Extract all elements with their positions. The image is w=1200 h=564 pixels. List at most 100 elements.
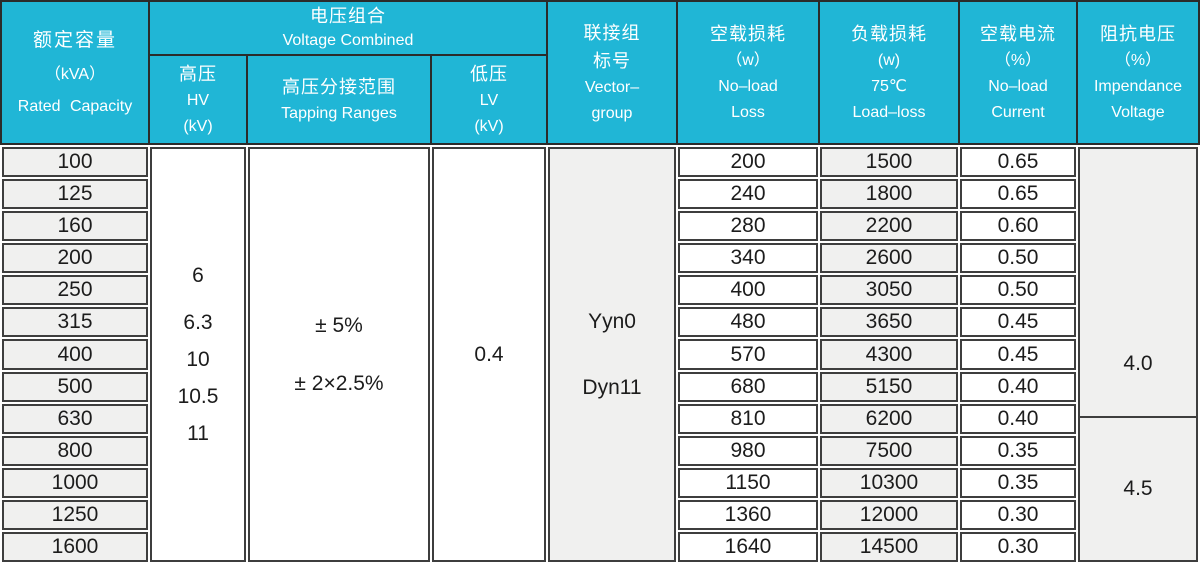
load-loss-zh: 负载损耗 [851, 23, 927, 44]
header-impedance-voltage: 阻抗电压 （%） Impendance Voltage [1078, 2, 1198, 143]
lv-value-cell: 0.4 [432, 147, 546, 562]
load-loss-cell: 12000 [820, 499, 958, 530]
load-loss-cell: 6200 [820, 403, 958, 434]
no-load-loss-cell: 400 [678, 275, 818, 306]
vector-value: Dyn11 [582, 375, 642, 399]
capacity-cell: 800 [2, 435, 148, 466]
header-tapping: 高压分接范围 Tapping Ranges [248, 56, 430, 143]
load-loss-en: Load–loss [852, 103, 926, 121]
no-load-current-cell: 0.60 [960, 211, 1076, 242]
no-load-current-en1: No–load [988, 77, 1048, 95]
rated-capacity-zh: 额定容量 [32, 29, 117, 51]
no-load-current-cell: 0.30 [960, 531, 1076, 563]
no-load-loss-cell: 1640 [678, 531, 818, 563]
no-load-loss-unit: （w） [726, 51, 770, 69]
load-loss-cell: 1500 [820, 147, 958, 178]
impedance-value-cell: 4.5 [1078, 418, 1198, 562]
capacity-cell: 160 [2, 211, 148, 242]
no-load-loss-cell: 1360 [678, 499, 818, 530]
no-load-loss-en2: Loss [731, 103, 765, 121]
header-lv: 低压 LV (kV) [432, 56, 546, 143]
header-hv: 高压 HV (kV) [150, 56, 246, 143]
column-lv: 0.4 [432, 147, 546, 562]
impedance-unit: （%） [1114, 51, 1162, 69]
capacity-cell: 630 [2, 403, 148, 434]
no-load-loss-cell: 810 [678, 403, 818, 434]
vector-values-cell: Yyn0 Dyn11 [548, 147, 676, 562]
no-load-current-cell: 0.35 [960, 467, 1076, 498]
capacity-cell: 400 [2, 339, 148, 370]
no-load-loss-cell: 200 [678, 147, 818, 178]
table-header: 额定容量 （kVA） Rated Capacity 电压组合 Voltage C… [0, 0, 1200, 145]
column-vector-group: Yyn0 Dyn11 [548, 147, 676, 562]
no-load-loss-cell: 340 [678, 243, 818, 274]
no-load-current-en2: Current [991, 103, 1045, 121]
rated-capacity-unit: （kVA） [44, 65, 106, 83]
load-loss-cell: 2600 [820, 243, 958, 274]
load-loss-unit: (w) [877, 51, 901, 69]
column-rated-capacity: 100 125 160 200 250 315 400 500 630 800 1000 1250 16… [2, 147, 148, 563]
load-loss-cell: 3650 [820, 307, 958, 338]
load-loss-temp: 75℃ [871, 77, 907, 95]
tapping-value: ± 5% [315, 313, 363, 337]
tapping-en: Tapping Ranges [281, 104, 397, 122]
hv-value: 6 [192, 264, 204, 287]
no-load-loss-cell: 570 [678, 339, 818, 370]
hv-values-cell: 6 6.3 10 10.5 11 [150, 147, 246, 562]
hv-value: 6.3 [183, 311, 213, 334]
header-rated-capacity: 额定容量 （kVA） Rated Capacity [2, 2, 148, 143]
column-impedance-voltage: 4.0 4.5 [1078, 147, 1198, 562]
no-load-loss-en1: No–load [718, 77, 778, 95]
column-hv: 6 6.3 10 10.5 11 [150, 147, 246, 562]
no-load-current-cell: 0.35 [960, 435, 1076, 466]
impedance-en2: Voltage [1111, 103, 1165, 121]
table-body: 100 125 160 200 250 315 400 500 630 800 1000 1250 16… [0, 145, 1200, 564]
no-load-current-cell: 0.45 [960, 307, 1076, 338]
load-loss-cell: 5150 [820, 371, 958, 402]
lv-zh: 低压 [470, 63, 508, 84]
vector-en1: Vector– [584, 78, 640, 96]
no-load-loss-cell: 1150 [678, 467, 818, 498]
hv-zh: 高压 [179, 63, 217, 84]
capacity-cell: 1250 [2, 499, 148, 530]
rated-capacity-en: Rated Capacity [17, 97, 133, 115]
no-load-loss-cell: 680 [678, 371, 818, 402]
header-voltage-combined-group: 电压组合 Voltage Combined 高压 HV (kV) 高压分接范围 … [150, 2, 546, 143]
vector-zh2: 标号 [593, 50, 631, 71]
no-load-loss-cell: 240 [678, 179, 818, 210]
column-load-loss: 1500 1800 2200 2600 3050 3650 4300 5150 6200 7500… [820, 147, 958, 563]
no-load-current-cell: 0.65 [960, 179, 1076, 210]
capacity-cell: 1600 [2, 531, 148, 563]
impedance-en1: Impendance [1093, 77, 1183, 95]
load-loss-cell: 3050 [820, 275, 958, 306]
no-load-loss-cell: 980 [678, 435, 818, 466]
lv-unit: (kV) [474, 117, 504, 135]
no-load-loss-zh: 空载损耗 [710, 23, 786, 44]
capacity-cell: 315 [2, 307, 148, 338]
load-loss-cell: 7500 [820, 435, 958, 466]
header-no-load-current: 空载电流 （%） No–load Current [960, 2, 1076, 143]
header-no-load-loss: 空载损耗 （w） No–load Loss [678, 2, 818, 143]
voltage-combined-en: Voltage Combined [282, 32, 414, 49]
load-loss-cell: 2200 [820, 211, 958, 242]
vector-en2: group [591, 104, 633, 122]
no-load-current-cell: 0.50 [960, 275, 1076, 306]
tapping-value: ± 2×2.5% [294, 371, 384, 395]
column-no-load-loss: 200 240 280 340 400 480 570 680 810 980 1150 1360 16… [678, 147, 818, 563]
load-loss-cell: 14500 [820, 531, 958, 563]
column-no-load-current: 0.65 0.65 0.60 0.50 0.50 0.45 0.45 0.40 0.40 0.35… [960, 147, 1076, 563]
capacity-cell: 1000 [2, 467, 148, 498]
impedance-value-cell: 4.0 [1078, 147, 1198, 419]
no-load-loss-cell: 280 [678, 211, 818, 242]
no-load-current-cell: 0.40 [960, 371, 1076, 402]
no-load-current-zh: 空载电流 [980, 23, 1056, 44]
capacity-cell: 200 [2, 243, 148, 274]
capacity-cell: 100 [2, 147, 148, 178]
load-loss-cell: 1800 [820, 179, 958, 210]
capacity-cell: 250 [2, 275, 148, 306]
tapping-zh: 高压分接范围 [282, 76, 396, 97]
no-load-current-unit: （%） [994, 51, 1042, 69]
no-load-current-cell: 0.50 [960, 243, 1076, 274]
vector-zh1: 联接组 [583, 22, 641, 43]
